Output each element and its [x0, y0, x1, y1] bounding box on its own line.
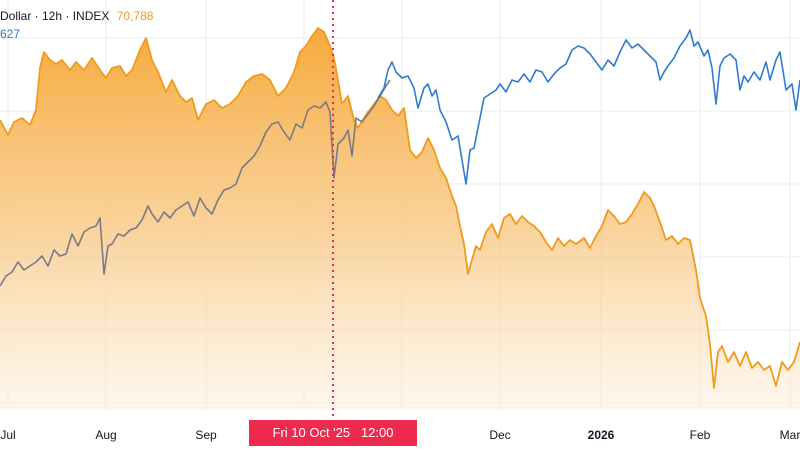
- x-tick-label-sep: Sep: [195, 428, 217, 442]
- x-tick-label-mar: Mar: [780, 428, 800, 442]
- x-tick-label-jul: Jul: [0, 428, 15, 442]
- x-tick-label-2026: 2026: [588, 428, 615, 442]
- legend-row-second: 627: [0, 27, 20, 41]
- series-area-line-0: [0, 27, 800, 389]
- series-area-fill-0: [0, 28, 800, 410]
- series-line-2: [377, 29, 800, 185]
- x-axis: Jul Aug Sep Dec 2026 Feb Mar: [0, 428, 800, 442]
- area-layer: [0, 27, 800, 410]
- x-tick-label-dec: Dec: [489, 428, 510, 442]
- legend-second-value: 627: [0, 27, 21, 41]
- crosshair-time-badge: Fri 10 Oct '25 12:00: [249, 420, 417, 446]
- x-tick-label-aug: Aug: [95, 428, 116, 442]
- legend-series-value: 70,788: [116, 9, 154, 23]
- legend-series-label: Dollar · 12h · INDEX: [0, 9, 110, 23]
- x-tick-label-feb: Feb: [690, 428, 711, 442]
- legend-row-main: Dollar · 12h · INDEX 70,788: [0, 9, 153, 23]
